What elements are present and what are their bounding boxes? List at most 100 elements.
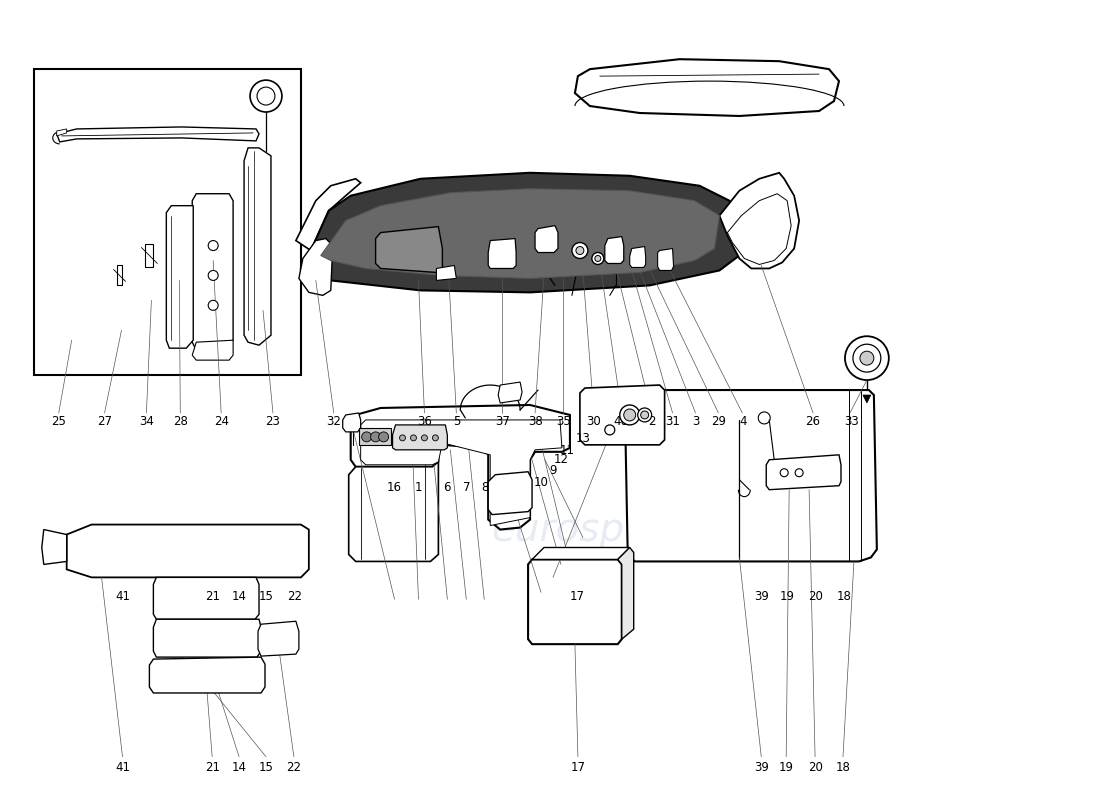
Text: 5: 5 — [453, 415, 461, 428]
Text: 20: 20 — [807, 590, 823, 602]
Polygon shape — [296, 178, 361, 250]
Text: 33: 33 — [844, 415, 859, 428]
Polygon shape — [629, 246, 646, 267]
Polygon shape — [862, 395, 871, 403]
Text: 14: 14 — [232, 761, 246, 774]
Text: 21: 21 — [205, 761, 220, 774]
Circle shape — [852, 344, 881, 372]
Circle shape — [208, 270, 218, 281]
Polygon shape — [258, 622, 299, 656]
Text: 17: 17 — [570, 590, 585, 602]
Polygon shape — [359, 428, 390, 445]
Bar — [34, 69, 301, 375]
Circle shape — [378, 432, 388, 442]
Circle shape — [250, 80, 282, 112]
Text: 29: 29 — [712, 415, 726, 428]
Circle shape — [399, 435, 406, 441]
Text: 17: 17 — [571, 761, 585, 774]
Circle shape — [640, 411, 649, 419]
Circle shape — [780, 469, 789, 477]
Text: 13: 13 — [575, 432, 591, 445]
Text: 20: 20 — [807, 761, 823, 774]
Text: 19: 19 — [779, 761, 794, 774]
Text: 22: 22 — [286, 761, 301, 774]
Circle shape — [257, 87, 275, 105]
Text: 24: 24 — [213, 415, 229, 428]
Circle shape — [208, 241, 218, 250]
Circle shape — [208, 300, 218, 310]
Polygon shape — [299, 238, 333, 295]
Polygon shape — [153, 578, 258, 619]
Text: 39: 39 — [755, 590, 769, 602]
Text: 30: 30 — [586, 415, 602, 428]
Text: 25: 25 — [52, 415, 66, 428]
Circle shape — [362, 432, 372, 442]
Polygon shape — [153, 619, 261, 657]
Polygon shape — [150, 657, 265, 693]
Polygon shape — [575, 59, 839, 116]
Polygon shape — [57, 127, 258, 142]
Polygon shape — [145, 243, 153, 267]
Text: 6: 6 — [443, 482, 451, 494]
Polygon shape — [437, 266, 456, 281]
Polygon shape — [658, 249, 673, 270]
Circle shape — [410, 435, 417, 441]
Polygon shape — [580, 385, 664, 445]
Text: 28: 28 — [173, 415, 188, 428]
Circle shape — [595, 255, 601, 262]
Circle shape — [592, 253, 604, 265]
Polygon shape — [605, 237, 624, 263]
Circle shape — [432, 435, 439, 441]
Polygon shape — [361, 420, 562, 526]
Circle shape — [576, 246, 584, 254]
Text: 1: 1 — [415, 482, 422, 494]
Polygon shape — [767, 455, 842, 490]
Text: 15: 15 — [258, 761, 274, 774]
Circle shape — [624, 409, 636, 421]
Text: 21: 21 — [205, 590, 220, 602]
Text: 18: 18 — [836, 590, 851, 602]
Text: 34: 34 — [140, 415, 154, 428]
Text: 15: 15 — [258, 590, 274, 602]
Circle shape — [619, 405, 640, 425]
Polygon shape — [321, 189, 719, 278]
Circle shape — [371, 432, 381, 442]
Text: 32: 32 — [327, 415, 341, 428]
Text: 16: 16 — [387, 482, 402, 494]
Circle shape — [860, 351, 873, 365]
Text: 36: 36 — [418, 415, 432, 428]
Polygon shape — [393, 425, 448, 450]
Circle shape — [845, 336, 889, 380]
Text: 40: 40 — [614, 415, 629, 428]
Circle shape — [638, 408, 651, 422]
Text: 2: 2 — [648, 415, 656, 428]
Text: 22: 22 — [287, 590, 303, 602]
Text: 9: 9 — [550, 464, 557, 477]
Polygon shape — [535, 226, 558, 253]
Text: 39: 39 — [754, 761, 769, 774]
Text: 12: 12 — [553, 454, 569, 466]
Text: 38: 38 — [528, 415, 543, 428]
Polygon shape — [263, 80, 270, 86]
Circle shape — [572, 242, 587, 258]
Polygon shape — [498, 382, 522, 403]
Circle shape — [421, 435, 428, 441]
Polygon shape — [625, 390, 877, 562]
Text: 14: 14 — [231, 590, 246, 602]
Polygon shape — [42, 530, 67, 565]
Text: 4: 4 — [739, 415, 747, 428]
Text: 19: 19 — [779, 590, 794, 602]
Text: 41: 41 — [116, 761, 130, 774]
Text: eurospares: eurospares — [96, 276, 266, 305]
Text: 3: 3 — [692, 415, 700, 428]
Polygon shape — [343, 413, 361, 432]
Polygon shape — [117, 266, 122, 286]
Text: eurospares: eurospares — [492, 510, 708, 549]
Polygon shape — [166, 206, 194, 348]
Text: 41: 41 — [116, 590, 130, 602]
Text: 7: 7 — [463, 482, 471, 494]
Polygon shape — [488, 238, 516, 269]
Circle shape — [605, 425, 615, 435]
Polygon shape — [719, 173, 799, 269]
Polygon shape — [57, 129, 67, 136]
